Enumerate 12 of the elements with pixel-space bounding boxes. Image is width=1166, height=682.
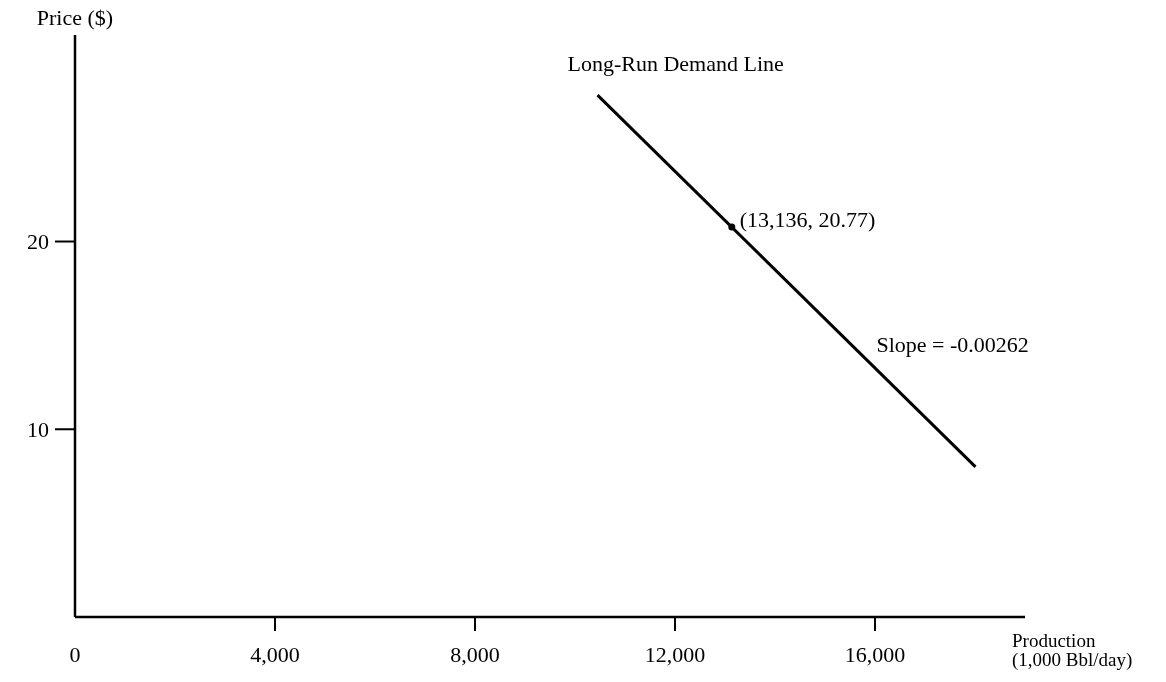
x-tick-label: 16,000 [844,642,906,667]
y-tick-label: 10 [27,416,49,442]
x-tick-label: 12,000 [644,642,706,667]
x-tick-label: 8,000 [450,642,500,667]
y-axis-title: Price ($) [36,5,114,30]
x-tick-label: 4,000 [250,642,300,667]
y-tick-label: 20 [27,229,49,255]
annotation: (13,136, 20.77) [739,207,876,233]
x-tick-label: 0 [69,642,81,667]
series-label: Long-Run Demand Line [567,51,784,77]
x-axis-title: Production (1,000 Bbl/day) [1012,630,1133,671]
annotation: Slope = -0.00262 [876,332,1029,358]
